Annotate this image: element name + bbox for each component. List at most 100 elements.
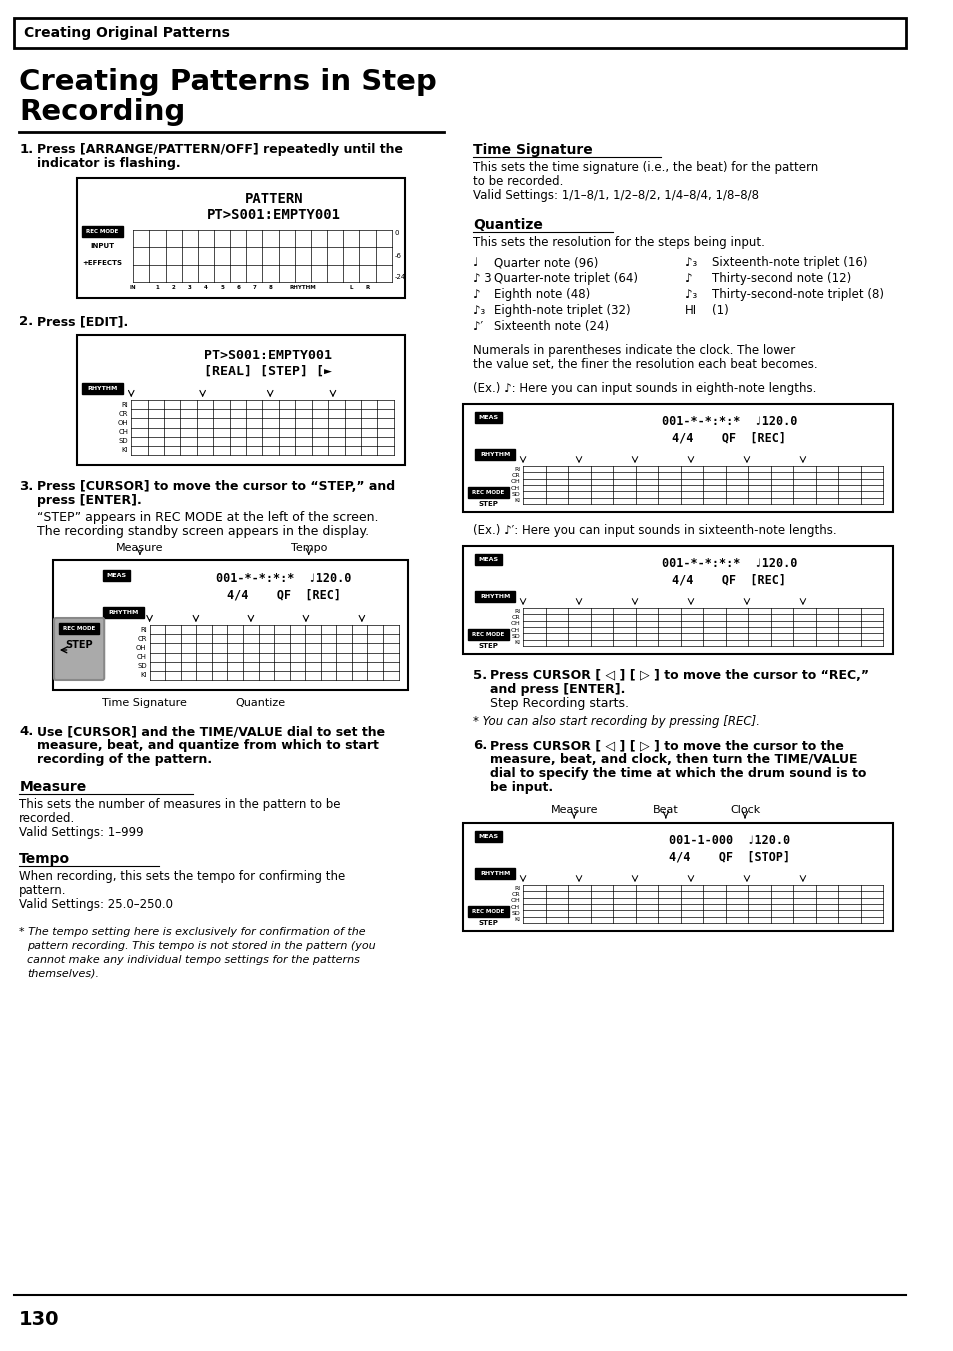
Text: 1: 1 <box>155 285 159 290</box>
Text: Valid Settings: 1/1–8/1, 1/2–8/2, 1/4–8/4, 1/8–8/8: Valid Settings: 1/1–8/1, 1/2–8/2, 1/4–8/… <box>473 189 758 203</box>
Text: the value set, the finer the resolution each beat becomes.: the value set, the finer the resolution … <box>473 358 817 372</box>
FancyBboxPatch shape <box>54 617 104 680</box>
Text: CR: CR <box>119 411 129 416</box>
Text: ♪₃: ♪₃ <box>684 288 697 301</box>
Bar <box>475 867 515 880</box>
Text: Tempo: Tempo <box>19 852 71 866</box>
Text: HI: HI <box>684 304 697 317</box>
Text: OH: OH <box>510 898 519 904</box>
Text: -6: -6 <box>395 253 401 259</box>
Text: REC MODE: REC MODE <box>472 490 504 494</box>
Bar <box>103 570 131 581</box>
Text: to be recorded.: to be recorded. <box>473 176 562 188</box>
Text: This sets the resolution for the steps being input.: This sets the resolution for the steps b… <box>473 236 764 249</box>
Bar <box>463 546 892 654</box>
Text: This sets the number of measures in the pattern to be: This sets the number of measures in the … <box>19 798 340 811</box>
Text: CH: CH <box>511 905 519 909</box>
Text: REC MODE: REC MODE <box>472 632 504 638</box>
Bar <box>77 178 405 299</box>
Text: 001-*-*:*:*  ♩120.0: 001-*-*:*:* ♩120.0 <box>661 557 797 570</box>
Text: * The tempo setting here is exclusively for confirmation of the: * The tempo setting here is exclusively … <box>19 927 366 938</box>
Text: 4/4    QF  [REC]: 4/4 QF [REC] <box>672 573 785 586</box>
Text: MEAS: MEAS <box>477 557 497 562</box>
Text: (Ex.) ♪′: Here you can input sounds in sixteenth-note lengths.: (Ex.) ♪′: Here you can input sounds in s… <box>473 524 836 536</box>
Text: (Ex.) ♪: Here you can input sounds in eighth-note lengths.: (Ex.) ♪: Here you can input sounds in ei… <box>473 382 816 394</box>
Text: This sets the time signature (i.e., the beat) for the pattern: This sets the time signature (i.e., the … <box>473 161 818 174</box>
Text: Quantize: Quantize <box>473 218 542 232</box>
Bar <box>77 335 405 465</box>
Text: Measure: Measure <box>550 805 598 815</box>
Text: MEAS: MEAS <box>477 834 497 839</box>
Text: and press [ENTER].: and press [ENTER]. <box>490 684 625 696</box>
Bar <box>468 630 508 640</box>
Text: pattern recording. This tempo is not stored in the pattern (you: pattern recording. This tempo is not sto… <box>27 942 375 951</box>
Bar <box>475 449 515 459</box>
Text: Time Signature: Time Signature <box>102 698 187 708</box>
Text: Quarter note (96): Quarter note (96) <box>494 255 598 269</box>
Text: Press [CURSOR] to move the cursor to “STEP,” and: Press [CURSOR] to move the cursor to “ST… <box>36 480 395 493</box>
Text: Sixteenth note (24): Sixteenth note (24) <box>494 320 609 332</box>
Text: STEP: STEP <box>477 501 497 507</box>
Text: pattern.: pattern. <box>19 884 67 897</box>
Text: Press CURSOR [ ◁ ] [ ▷ ] to move the cursor to the: Press CURSOR [ ◁ ] [ ▷ ] to move the cur… <box>490 739 843 753</box>
Text: press [ENTER].: press [ENTER]. <box>36 494 141 507</box>
Text: Eighth-note triplet (32): Eighth-note triplet (32) <box>494 304 630 317</box>
Text: dial to specify the time at which the drum sound is to: dial to specify the time at which the dr… <box>490 767 865 780</box>
Text: [REAL] [STEP] [►: [REAL] [STEP] [► <box>203 365 331 378</box>
Text: 3.: 3. <box>19 480 33 493</box>
Text: REC MODE: REC MODE <box>472 909 504 915</box>
Text: The recording standby screen appears in the display.: The recording standby screen appears in … <box>36 526 369 538</box>
Text: Measure: Measure <box>19 780 87 794</box>
Text: 8: 8 <box>269 285 273 290</box>
Text: ♪ 3: ♪ 3 <box>473 272 491 285</box>
Text: R: R <box>365 285 370 290</box>
Text: SD: SD <box>511 634 519 639</box>
Bar <box>463 823 892 931</box>
Text: Recording: Recording <box>19 99 186 126</box>
Text: CR: CR <box>511 615 519 620</box>
Text: 001-*-*:*:*  ♩120.0: 001-*-*:*:* ♩120.0 <box>661 415 797 428</box>
Text: CH: CH <box>136 654 147 661</box>
Text: KI: KI <box>140 673 147 678</box>
Text: Quarter-note triplet (64): Quarter-note triplet (64) <box>494 272 638 285</box>
Text: PATTERN: PATTERN <box>245 192 303 205</box>
Text: 1.: 1. <box>19 143 33 155</box>
Text: measure, beat, and quantize from which to start: measure, beat, and quantize from which t… <box>36 739 378 753</box>
Text: 4/4    QF  [REC]: 4/4 QF [REC] <box>227 588 340 601</box>
Text: CH: CH <box>511 628 519 632</box>
Text: Use [CURSOR] and the TIME/VALUE dial to set the: Use [CURSOR] and the TIME/VALUE dial to … <box>36 725 384 738</box>
Bar <box>14 18 905 49</box>
Text: ♪₃: ♪₃ <box>473 304 485 317</box>
Text: CR: CR <box>137 636 147 642</box>
Bar <box>475 412 501 423</box>
Text: 5: 5 <box>220 285 224 290</box>
Text: ♪′: ♪′ <box>473 320 482 332</box>
Text: IN: IN <box>130 285 136 290</box>
Text: Quantize: Quantize <box>235 698 285 708</box>
Text: KI: KI <box>514 640 519 646</box>
Text: 130: 130 <box>19 1310 60 1329</box>
Text: SD: SD <box>118 438 129 444</box>
Text: -24: -24 <box>395 274 406 280</box>
Text: STEP: STEP <box>65 640 92 650</box>
Text: themselves).: themselves). <box>27 969 99 979</box>
Text: Valid Settings: 25.0–250.0: Valid Settings: 25.0–250.0 <box>19 898 173 911</box>
Text: Clock: Clock <box>729 805 760 815</box>
Text: 4/4    QF  [STOP]: 4/4 QF [STOP] <box>668 850 789 863</box>
Text: Thirty-second-note triplet (8): Thirty-second-note triplet (8) <box>712 288 883 301</box>
Text: RHYTHM: RHYTHM <box>479 594 510 598</box>
Text: Sixteenth-note triplet (16): Sixteenth-note triplet (16) <box>712 255 867 269</box>
Text: 6.: 6. <box>473 739 487 753</box>
Text: CR: CR <box>511 473 519 478</box>
Text: Step Recording starts.: Step Recording starts. <box>490 697 629 711</box>
Text: ♪: ♪ <box>473 288 480 301</box>
Text: 4/4    QF  [REC]: 4/4 QF [REC] <box>672 431 785 444</box>
Bar <box>82 382 122 394</box>
Text: RHYTHM: RHYTHM <box>479 453 510 457</box>
Text: RI: RI <box>140 627 147 632</box>
Text: SD: SD <box>511 492 519 497</box>
Text: 2: 2 <box>172 285 175 290</box>
Text: Creating Patterns in Step: Creating Patterns in Step <box>19 68 436 96</box>
Text: MEAS: MEAS <box>477 415 497 420</box>
Text: PT>S001:EMPTY001: PT>S001:EMPTY001 <box>207 208 341 222</box>
